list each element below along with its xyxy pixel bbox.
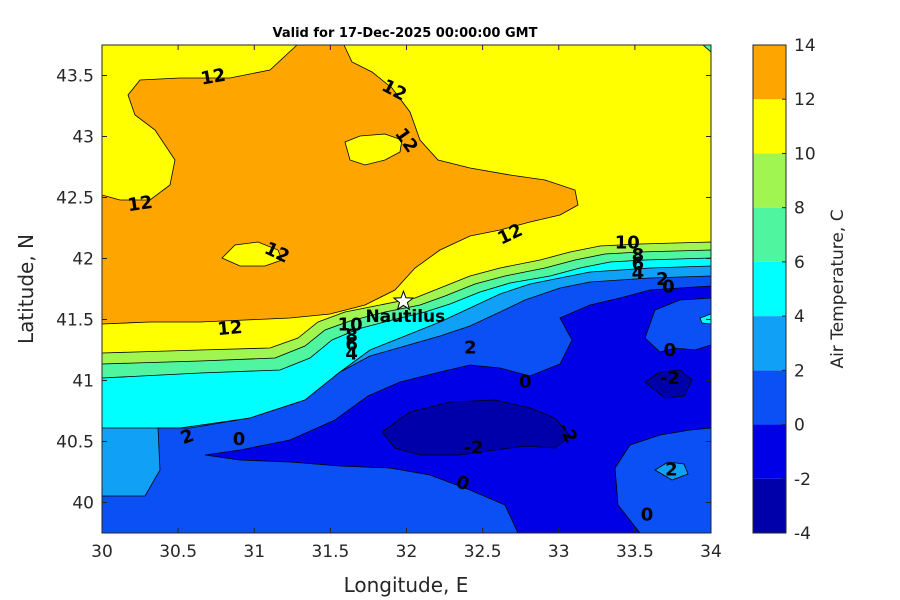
marker-label: Nautilus bbox=[365, 307, 445, 327]
contour-label: -2 bbox=[660, 368, 680, 389]
y-tick-label: 41.5 bbox=[56, 311, 94, 331]
contour-label: 6 bbox=[632, 253, 645, 274]
colorbar-tick-label: 8 bbox=[794, 199, 805, 219]
colorbar-frame bbox=[752, 44, 787, 534]
colorbar-tick-label: 10 bbox=[794, 144, 816, 164]
contour-label: 0 bbox=[233, 429, 246, 450]
colorbar-segment bbox=[753, 261, 786, 317]
colorbar-tick-label: 2 bbox=[794, 361, 805, 381]
colorbar-segment bbox=[753, 316, 786, 371]
contour-fill-minus4-minus2 bbox=[381, 399, 571, 456]
contour-label: 10 bbox=[615, 233, 640, 254]
x-tick-label: 32 bbox=[396, 542, 418, 562]
colorbar-tick-label: 4 bbox=[794, 307, 805, 327]
contour-label: 0 bbox=[641, 505, 654, 526]
contour-label: 12 bbox=[217, 317, 244, 340]
x-tick-label: 33.5 bbox=[616, 542, 654, 562]
colorbar-tick-label: -4 bbox=[794, 524, 811, 544]
contour-island-10-12-a bbox=[344, 133, 403, 166]
colorbar-tick-label: 12 bbox=[794, 90, 816, 110]
x-tick-label: 30.5 bbox=[159, 542, 197, 562]
contour-label: 2 bbox=[464, 338, 477, 359]
colorbar-segment bbox=[753, 45, 786, 100]
contour-island-0-2-east bbox=[644, 297, 711, 353]
star-icon bbox=[392, 289, 415, 311]
y-tick-label: 40 bbox=[72, 494, 94, 514]
x-axis-title: Longitude, E bbox=[344, 573, 469, 597]
colorbar-segment bbox=[753, 478, 786, 533]
colorbar-tick-label: -2 bbox=[794, 470, 811, 490]
x-tick-label: 34 bbox=[700, 542, 722, 562]
contour-label: 4 bbox=[632, 263, 645, 284]
contour-label: -2 bbox=[463, 438, 483, 459]
y-axis-title: Latitude, N bbox=[14, 234, 38, 344]
y-tick-label: 42 bbox=[72, 250, 94, 270]
contour-label: 10 bbox=[338, 314, 363, 335]
y-tick-label: 40.5 bbox=[56, 433, 94, 453]
colorbar-tick-label: 6 bbox=[794, 253, 805, 273]
colorbar-tick-label: 14 bbox=[794, 36, 816, 56]
nautilus-marker: Nautilus bbox=[365, 289, 445, 327]
contour-fill-minus4-minus2-east bbox=[644, 369, 693, 399]
contour-island-4-6 bbox=[699, 313, 711, 325]
y-tick-label: 42.5 bbox=[56, 189, 94, 209]
contour-island-10-12-b bbox=[221, 241, 283, 267]
contour-label: 12 bbox=[126, 192, 154, 216]
x-tick-label: 33 bbox=[548, 542, 570, 562]
contour-label: 2 bbox=[665, 460, 678, 481]
contour-island-2-4 bbox=[654, 461, 689, 481]
contour-corner-ne bbox=[702, 45, 711, 53]
colorbar-segment bbox=[753, 99, 786, 154]
contour-label: 0 bbox=[519, 372, 532, 393]
contour-label: 8 bbox=[632, 245, 645, 266]
x-tick-label: 30 bbox=[91, 542, 113, 562]
contour-label: 0 bbox=[662, 277, 675, 298]
chart-title: Valid for 17-Dec-2025 00:00:00 GMT bbox=[273, 26, 538, 41]
colorbar-segment bbox=[753, 424, 786, 479]
contour-label: 12 bbox=[199, 65, 227, 90]
contour-label: 0 bbox=[664, 340, 677, 361]
y-tick-label: 43 bbox=[72, 128, 94, 148]
colorbar: -4 -2 0 2 4 6 8 10 12 14 bbox=[752, 36, 816, 544]
x-tick-label: 32.5 bbox=[464, 542, 502, 562]
colorbar-segment bbox=[753, 153, 786, 208]
colorbar-segment bbox=[753, 370, 786, 425]
x-tick-label: 31 bbox=[243, 542, 265, 562]
colorbar-tick-label: 0 bbox=[794, 416, 805, 436]
plot-area bbox=[102, 45, 711, 533]
colorbar-title: Air Temperature, C bbox=[828, 209, 848, 368]
contour-label: 6 bbox=[345, 334, 358, 355]
contour-label: 8 bbox=[345, 325, 358, 346]
contour-fill-12-14 bbox=[102, 45, 579, 325]
contour-label: 2 bbox=[656, 269, 669, 290]
colorbar-segment bbox=[753, 207, 786, 262]
y-tick-label: 41 bbox=[72, 372, 94, 392]
contour-label: 4 bbox=[345, 344, 358, 365]
x-axis: 30 30.5 31 31.5 32 32.5 33 33.5 34 bbox=[91, 45, 722, 562]
contour-island-0-2-southeast bbox=[614, 427, 711, 533]
x-tick-label: 31.5 bbox=[311, 542, 349, 562]
y-tick-label: 43.5 bbox=[56, 67, 94, 87]
